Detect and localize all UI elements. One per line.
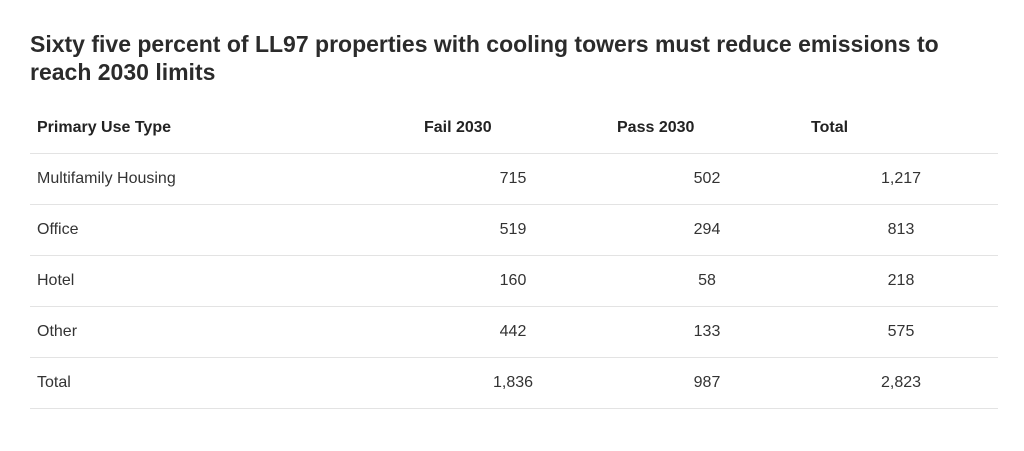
primary-use-type-cell: Total <box>37 374 71 391</box>
column-header-pass-2030: Pass 2030 <box>617 119 695 136</box>
pass-2030-cell: 133 <box>693 323 721 340</box>
total-cell: 2,823 <box>880 374 922 391</box>
total-cell: 813 <box>887 221 915 238</box>
fail-2030-cell: 442 <box>499 323 527 340</box>
fail-2030-cell: 160 <box>499 272 527 289</box>
table-row-total: Total 1,836 987 2,823 <box>30 358 998 409</box>
column-header-fail-2030: Fail 2030 <box>424 119 492 136</box>
pass-2030-cell: 58 <box>698 272 716 289</box>
data-table: Primary Use Type Fail 2030 Pass 2030 Tot… <box>30 103 998 409</box>
total-cell: 1,217 <box>880 170 922 187</box>
primary-use-type-cell: Office <box>37 221 79 238</box>
fail-2030-cell: 1,836 <box>492 374 534 391</box>
total-cell: 575 <box>887 323 915 340</box>
fail-2030-cell: 519 <box>499 221 527 238</box>
total-cell: 218 <box>887 272 915 289</box>
table-row: Other 442 133 575 <box>30 307 998 358</box>
table-header-row: Primary Use Type Fail 2030 Pass 2030 Tot… <box>30 103 998 154</box>
table-row: Hotel 160 58 218 <box>30 256 998 307</box>
pass-2030-cell: 502 <box>693 170 721 187</box>
column-header-primary-use-type: Primary Use Type <box>37 119 171 136</box>
primary-use-type-cell: Other <box>37 323 78 340</box>
pass-2030-cell: 987 <box>693 374 721 391</box>
pass-2030-cell: 294 <box>693 221 721 238</box>
primary-use-type-cell: Hotel <box>37 272 75 289</box>
chart-title: Sixty five percent of LL97 properties wi… <box>30 31 939 85</box>
table-row: Office 519 294 813 <box>30 205 998 256</box>
column-header-total: Total <box>811 119 849 136</box>
fail-2030-cell: 715 <box>499 170 527 187</box>
primary-use-type-cell: Multifamily Housing <box>37 170 176 187</box>
table-row: Multifamily Housing 715 502 1,217 <box>30 154 998 205</box>
